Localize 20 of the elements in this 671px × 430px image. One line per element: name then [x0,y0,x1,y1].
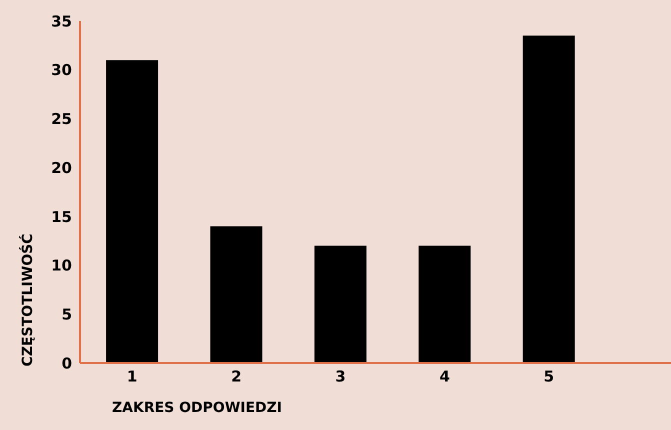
x-axis-title: ZAKRES ODPOWIEDZI [112,400,282,416]
y-tick-label: 35 [51,12,72,30]
bar [106,60,158,363]
bar [418,246,471,363]
y-tick-label: 25 [51,110,72,128]
x-tick-label: 4 [439,368,450,386]
x-tick-label: 1 [126,368,138,386]
y-tick-label: 15 [51,208,72,226]
y-tick-label: 0 [62,354,72,372]
y-tick-label: 10 [51,256,72,275]
bar [314,246,366,363]
y-tick-label: 20 [51,158,72,177]
bar [522,36,575,363]
x-tick-label: 3 [335,368,346,386]
y-axis-title: CZĘSTOTLIWOŚĆ [20,234,36,366]
y-tick-label: 30 [51,61,72,80]
x-tick-label: 5 [544,368,554,386]
y-tick-label: 5 [62,305,72,324]
bar [210,226,262,363]
x-tick-label: 2 [231,368,242,386]
